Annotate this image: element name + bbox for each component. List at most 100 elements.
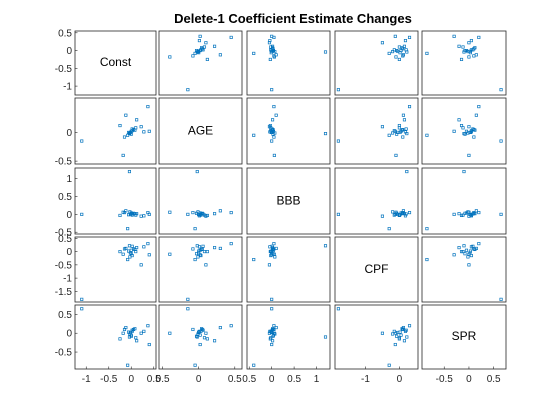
data-point	[467, 125, 471, 129]
y-tick-label: 0	[66, 46, 72, 57]
data-point	[452, 253, 456, 257]
data-point	[457, 44, 461, 48]
data-point	[126, 363, 130, 367]
cell-frame	[421, 304, 507, 370]
data-point	[404, 212, 408, 216]
data-point	[462, 170, 466, 174]
data-point	[80, 297, 84, 301]
data-point	[122, 327, 127, 332]
data-point	[129, 132, 133, 136]
data-point	[380, 214, 384, 218]
data-point	[197, 329, 201, 333]
data-point	[126, 130, 131, 134]
data-point	[204, 331, 208, 335]
variable-label: AGE	[188, 123, 213, 137]
data-point	[213, 339, 217, 343]
cell-cpf-vs-age	[158, 236, 243, 303]
data-point	[129, 252, 133, 256]
data-point	[272, 54, 276, 58]
data-point	[142, 214, 146, 218]
data-point	[393, 342, 397, 347]
data-point	[474, 209, 478, 213]
data-point	[229, 242, 233, 246]
data-point	[403, 130, 408, 134]
x-tick-label: 0.5	[228, 374, 242, 385]
data-point	[336, 139, 340, 143]
data-point	[499, 139, 503, 143]
data-point	[477, 105, 481, 109]
data-point	[273, 332, 277, 336]
cell-age-vs-bbb	[246, 97, 331, 165]
data-point	[127, 335, 132, 339]
data-point	[142, 245, 146, 249]
cell-spr-vs-const: 0.5 0 -0.5 -1 -0.5 0 0.5	[55, 304, 161, 385]
data-point	[407, 211, 412, 215]
cell-frame	[246, 167, 331, 235]
data-point	[124, 113, 128, 117]
data-point	[139, 331, 143, 335]
data-point	[271, 49, 275, 53]
cell-cpf-vs-const: 0.5 0 -0.5 -1 -1.5	[55, 234, 157, 303]
data-point	[218, 246, 222, 250]
data-point	[126, 133, 130, 137]
data-point	[191, 54, 195, 58]
cell-frame	[74, 304, 157, 370]
data-point	[469, 130, 473, 134]
data-point	[199, 254, 203, 258]
data-point	[461, 45, 465, 49]
data-point	[202, 213, 207, 217]
data-point	[269, 126, 273, 130]
cell-age-vs-const: 0 -0.5	[55, 97, 157, 168]
data-point	[186, 212, 190, 216]
cell-spr-vs-spr: SPR -0.5 0 0.5	[421, 304, 507, 385]
data-point	[477, 211, 481, 215]
data-point	[469, 214, 473, 218]
x-tick-label: 0	[397, 374, 403, 385]
data-point	[472, 247, 476, 251]
data-point	[387, 133, 391, 137]
data-point	[466, 255, 470, 259]
y-tick-label: -1	[63, 82, 72, 93]
data-point	[323, 244, 328, 248]
data-point	[252, 258, 256, 262]
data-point	[198, 34, 202, 38]
data-point	[461, 213, 465, 217]
data-point	[252, 133, 256, 137]
data-point	[270, 342, 274, 347]
data-point	[407, 35, 412, 39]
data-point	[195, 335, 199, 339]
data-point	[395, 132, 399, 136]
data-point	[402, 118, 407, 122]
variable-label: Const	[100, 55, 132, 69]
data-point	[461, 250, 465, 254]
data-point	[80, 139, 84, 143]
y-tick-label: -0.5	[55, 64, 73, 75]
data-point	[200, 327, 204, 331]
data-point	[336, 307, 340, 311]
data-point	[323, 132, 328, 136]
cell-age-vs-spr	[421, 97, 507, 165]
data-point	[135, 339, 139, 343]
data-point	[147, 129, 151, 133]
data-point	[168, 331, 172, 335]
data-point	[80, 307, 84, 311]
cell-age-vs-cpf	[334, 97, 419, 165]
data-point	[133, 327, 137, 331]
data-point	[272, 135, 276, 139]
data-point	[146, 324, 150, 328]
data-point	[467, 41, 471, 45]
cell-frame	[158, 97, 243, 165]
data-point	[197, 245, 201, 249]
variable-label: BBB	[276, 193, 300, 207]
y-tick-label: 0.5	[58, 310, 72, 321]
data-point	[270, 139, 274, 143]
data-point	[397, 213, 401, 217]
data-point	[269, 336, 273, 340]
data-point	[205, 213, 209, 218]
cell-frame	[246, 304, 331, 370]
data-point	[463, 132, 467, 136]
data-point	[197, 39, 201, 43]
data-point	[194, 252, 199, 256]
cell-frame	[246, 30, 331, 96]
cell-bbb-vs-age	[158, 167, 243, 235]
